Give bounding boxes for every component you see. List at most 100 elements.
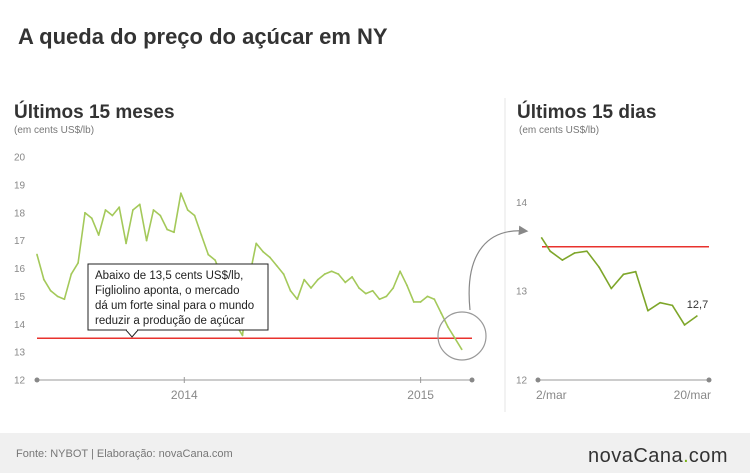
data-point xyxy=(303,278,306,281)
y-tick-label: 20 xyxy=(14,153,26,164)
data-point xyxy=(316,278,319,281)
data-point xyxy=(310,287,312,289)
right-chart-title: Últimos 15 dias xyxy=(517,101,656,123)
x-tick-label: 2015 xyxy=(407,388,434,402)
annotation-line-3: dá um forte sinal para o mundo xyxy=(95,300,254,312)
data-point xyxy=(70,273,73,275)
y-tick-label: 14 xyxy=(516,198,528,209)
data-point xyxy=(419,301,422,303)
x-tick-label: 2/mar xyxy=(536,388,567,402)
data-point xyxy=(330,270,333,273)
series-line xyxy=(541,237,698,326)
data-point xyxy=(634,270,637,273)
data-point xyxy=(412,301,415,303)
annotation-line-2: Figliolino aponta, o mercado xyxy=(95,285,239,297)
last-value-label: 12,7 xyxy=(687,299,708,311)
y-tick-label: 13 xyxy=(14,348,26,359)
data-point xyxy=(683,324,686,326)
annotation-box xyxy=(87,263,269,331)
data-point xyxy=(289,289,292,292)
logo-suffix: com xyxy=(689,445,728,467)
annotation-line-1: Abaixo de 13,5 cents US$/lb, xyxy=(95,270,243,282)
data-point xyxy=(598,266,600,269)
left-chart-title: Últimos 15 meses xyxy=(14,101,175,123)
y-tick-label: 12 xyxy=(516,376,528,387)
x-tick-label: 20/mar xyxy=(674,388,711,402)
data-point xyxy=(104,209,107,211)
y-tick-label: 18 xyxy=(14,208,26,219)
data-point xyxy=(447,326,449,328)
y-tick-label: 16 xyxy=(14,264,26,275)
data-point xyxy=(125,242,127,245)
data-point xyxy=(371,289,374,292)
data-point xyxy=(622,273,625,276)
data-point xyxy=(200,234,203,236)
left-chart-unit: (em cents US$/lb) xyxy=(14,125,94,136)
data-point xyxy=(433,298,436,301)
annotation-pointer xyxy=(125,329,139,338)
data-point xyxy=(323,273,326,275)
data-point xyxy=(193,214,196,217)
data-point xyxy=(358,287,360,289)
data-point xyxy=(166,228,169,231)
data-point xyxy=(659,301,662,304)
data-point xyxy=(453,337,456,340)
logo-dot: . xyxy=(683,445,689,467)
data-point xyxy=(152,209,155,211)
data-point xyxy=(399,270,401,273)
right-chart-unit: (em cents US$/lb) xyxy=(519,125,599,136)
data-point xyxy=(585,250,588,253)
x-axis-end-dot xyxy=(34,377,40,383)
logo-main: novaCana xyxy=(588,445,684,467)
data-point xyxy=(378,298,381,301)
data-point xyxy=(77,262,80,264)
annotation-callout: Abaixo de 13,5 cents US$/lb, Figliolino … xyxy=(87,263,269,338)
data-point xyxy=(97,234,100,236)
data-point xyxy=(344,281,347,284)
data-point xyxy=(426,295,429,298)
data-point xyxy=(296,298,299,301)
y-tick-label: 19 xyxy=(14,180,26,191)
annotation-line-4: reduzir a produção de açúcar xyxy=(95,315,245,327)
data-point xyxy=(695,315,698,317)
data-point xyxy=(84,211,86,214)
data-point xyxy=(90,217,93,220)
data-point xyxy=(118,206,121,209)
logo: novaCana.com xyxy=(588,445,728,467)
data-point xyxy=(173,231,175,234)
data-point xyxy=(63,298,66,301)
data-point xyxy=(241,334,244,337)
x-axis-end-dot xyxy=(535,377,541,383)
data-point xyxy=(49,289,52,292)
y-tick-label: 15 xyxy=(14,292,26,303)
data-point xyxy=(549,250,552,253)
data-point xyxy=(573,252,576,254)
data-point xyxy=(214,259,217,262)
data-point xyxy=(132,209,134,211)
data-point xyxy=(275,264,278,267)
data-point xyxy=(647,309,649,312)
y-tick-label: 17 xyxy=(14,236,26,247)
data-point xyxy=(159,214,162,217)
data-point xyxy=(36,253,38,256)
data-point xyxy=(385,295,388,298)
data-point xyxy=(207,253,210,256)
zoom-arrow xyxy=(468,225,529,311)
data-point xyxy=(364,292,367,295)
data-point xyxy=(671,304,674,307)
data-point xyxy=(406,284,408,287)
data-point xyxy=(351,275,354,278)
data-point xyxy=(610,287,613,290)
x-axis-end-dot xyxy=(706,377,712,383)
data-point xyxy=(179,192,182,195)
data-point xyxy=(138,203,141,206)
data-point xyxy=(255,242,258,245)
data-point xyxy=(440,312,443,314)
data-point xyxy=(392,287,395,289)
x-axis-end-dot xyxy=(469,377,475,383)
footer-source: Fonte: NYBOT | Elaboração: novaCana.com xyxy=(16,448,233,460)
data-point xyxy=(269,256,271,259)
data-point xyxy=(145,239,148,242)
x-tick-label: 2014 xyxy=(171,388,198,402)
